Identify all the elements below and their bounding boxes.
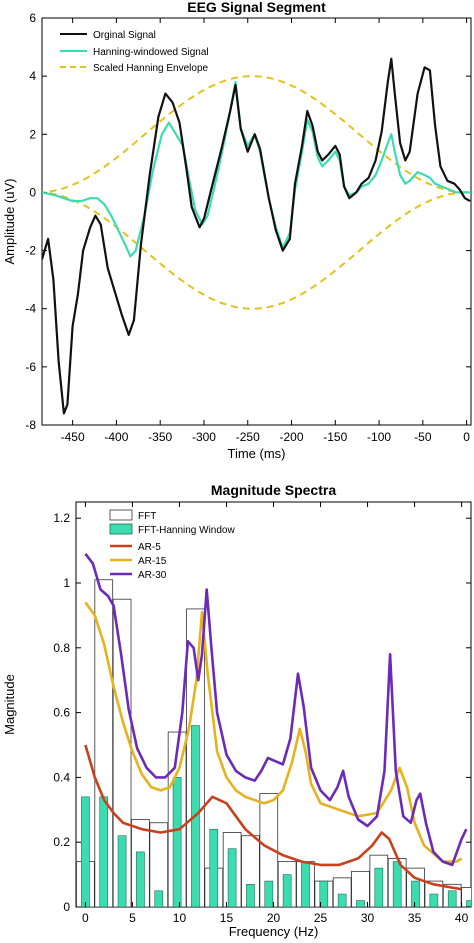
fft-hanning-bar [429,893,439,907]
legend-original-signal-label: Orginal Signal [93,30,156,41]
fft-hanning-bar [209,828,219,907]
plot2-ytick-label: 0.4 [53,770,70,784]
plot1-xtick-label: -450 [61,430,85,444]
fft-hanning-bar [319,880,329,907]
plot1-ytick-label: 0 [29,185,36,199]
fft-hanning-bar [301,861,310,907]
plot2-ylabel: Magnitude [2,674,17,735]
fft-hanning-bar [392,861,402,907]
legend-fft-label: FFT [138,511,156,522]
plot1-ylabel: Amplitude (uV) [2,179,17,265]
fft-hanning-bar [136,851,145,907]
fft-bar [112,598,132,907]
plot1-ytick-label: -8 [25,418,36,432]
fft-hanning-bar [447,890,457,907]
fft-hanning-bar [99,796,109,907]
fft-hanning-bar [337,893,347,907]
fft-hanning-bar [81,796,90,907]
plot1-ytick-label: -2 [25,244,36,258]
fft-hanning-bar [374,867,384,907]
plot1-xtick-label: -100 [367,430,391,444]
plot2-title: Magnitude Spectra [211,482,336,498]
plot2-xlabel: Frequency (Hz) [229,924,319,939]
plot2-xtick-label: 15 [220,911,234,925]
fft-hanning-bar [117,835,127,907]
plot1-xtick-label: -400 [104,430,128,444]
plot2-ytick-label: 0 [63,900,70,914]
legend-ar5-label: AR-5 [138,542,161,553]
plot1-series-group [42,57,471,415]
fft-hanning-bar [227,848,237,907]
fft-hanning-bar [282,874,292,907]
legend-hanning-windowed-signal-label: Hanning-windowed Signal [93,47,209,58]
legend-fft-hanning-label: FFT-Hanning Window [138,525,235,536]
plot2-ytick-label: 1 [63,576,70,590]
plot2-ytick-label: 0.8 [53,641,70,655]
fft-hanning-bar [246,884,255,907]
plot2-xtick-label: 40 [455,911,469,925]
ar5-line [84,744,462,891]
plot2-ytick-label: 1.2 [53,511,70,525]
plot2-xtick-label: 5 [129,911,136,925]
plot1-frame [41,17,472,426]
plot2-xtick-label: 20 [267,911,281,925]
plot1-xtick-label: -300 [192,430,216,444]
plot2-xtick-label: 35 [408,911,422,925]
legend-ar30-label: AR-30 [138,570,167,581]
legend-fft-swatch [109,509,133,521]
plot1-ytick-label: 2 [29,127,36,141]
legend-scaled-hanning-envelope-label: Scaled Hanning Envelope [93,63,209,74]
plot2-ytick-label: 0.6 [53,706,70,720]
fft-hanning-bar [411,880,420,907]
ar30-line [84,553,468,867]
fft-hanning-bar [154,890,164,907]
plot2-ytick-label: 0.2 [53,835,70,849]
plot1-xtick-label: -50 [414,430,432,444]
plot2-xtick-label: 0 [82,911,89,925]
plot1-ytick-label: -6 [25,360,36,374]
plot2-series-group [76,553,471,907]
plot1-xtick-label: -350 [148,430,172,444]
legend-ar15-label: AR-15 [138,556,167,567]
envelope-lower-line [42,191,467,310]
plot1-ytick-label: 6 [29,11,36,25]
fft-hanning-bar [356,900,365,907]
original-signal-line [42,57,471,415]
plot1-xtick-label: -250 [236,430,260,444]
plot1-ytick-label: -4 [25,302,36,316]
plot1-xtick-label: 0 [463,430,470,444]
plot1-xtick-label: -200 [280,430,304,444]
fft-hanning-bar [264,880,274,907]
envelope-upper-line [42,75,467,194]
plot1-ytick-label: 4 [29,69,36,83]
plot2-xtick-label: 30 [361,911,375,925]
legend-fft-hanning-swatch [109,523,133,535]
plot1-xtick-label: -150 [323,430,347,444]
plot1-title: EEG Signal Segment [187,0,326,15]
plot2-xtick-label: 25 [314,911,328,925]
plot1-xlabel: Time (ms) [227,446,285,461]
fft-hanning-bar [172,777,182,907]
fft-bar [149,822,169,907]
fft-bar [332,877,352,907]
plot2-xtick-label: 10 [173,911,187,925]
fft-hanning-bar [466,900,471,907]
